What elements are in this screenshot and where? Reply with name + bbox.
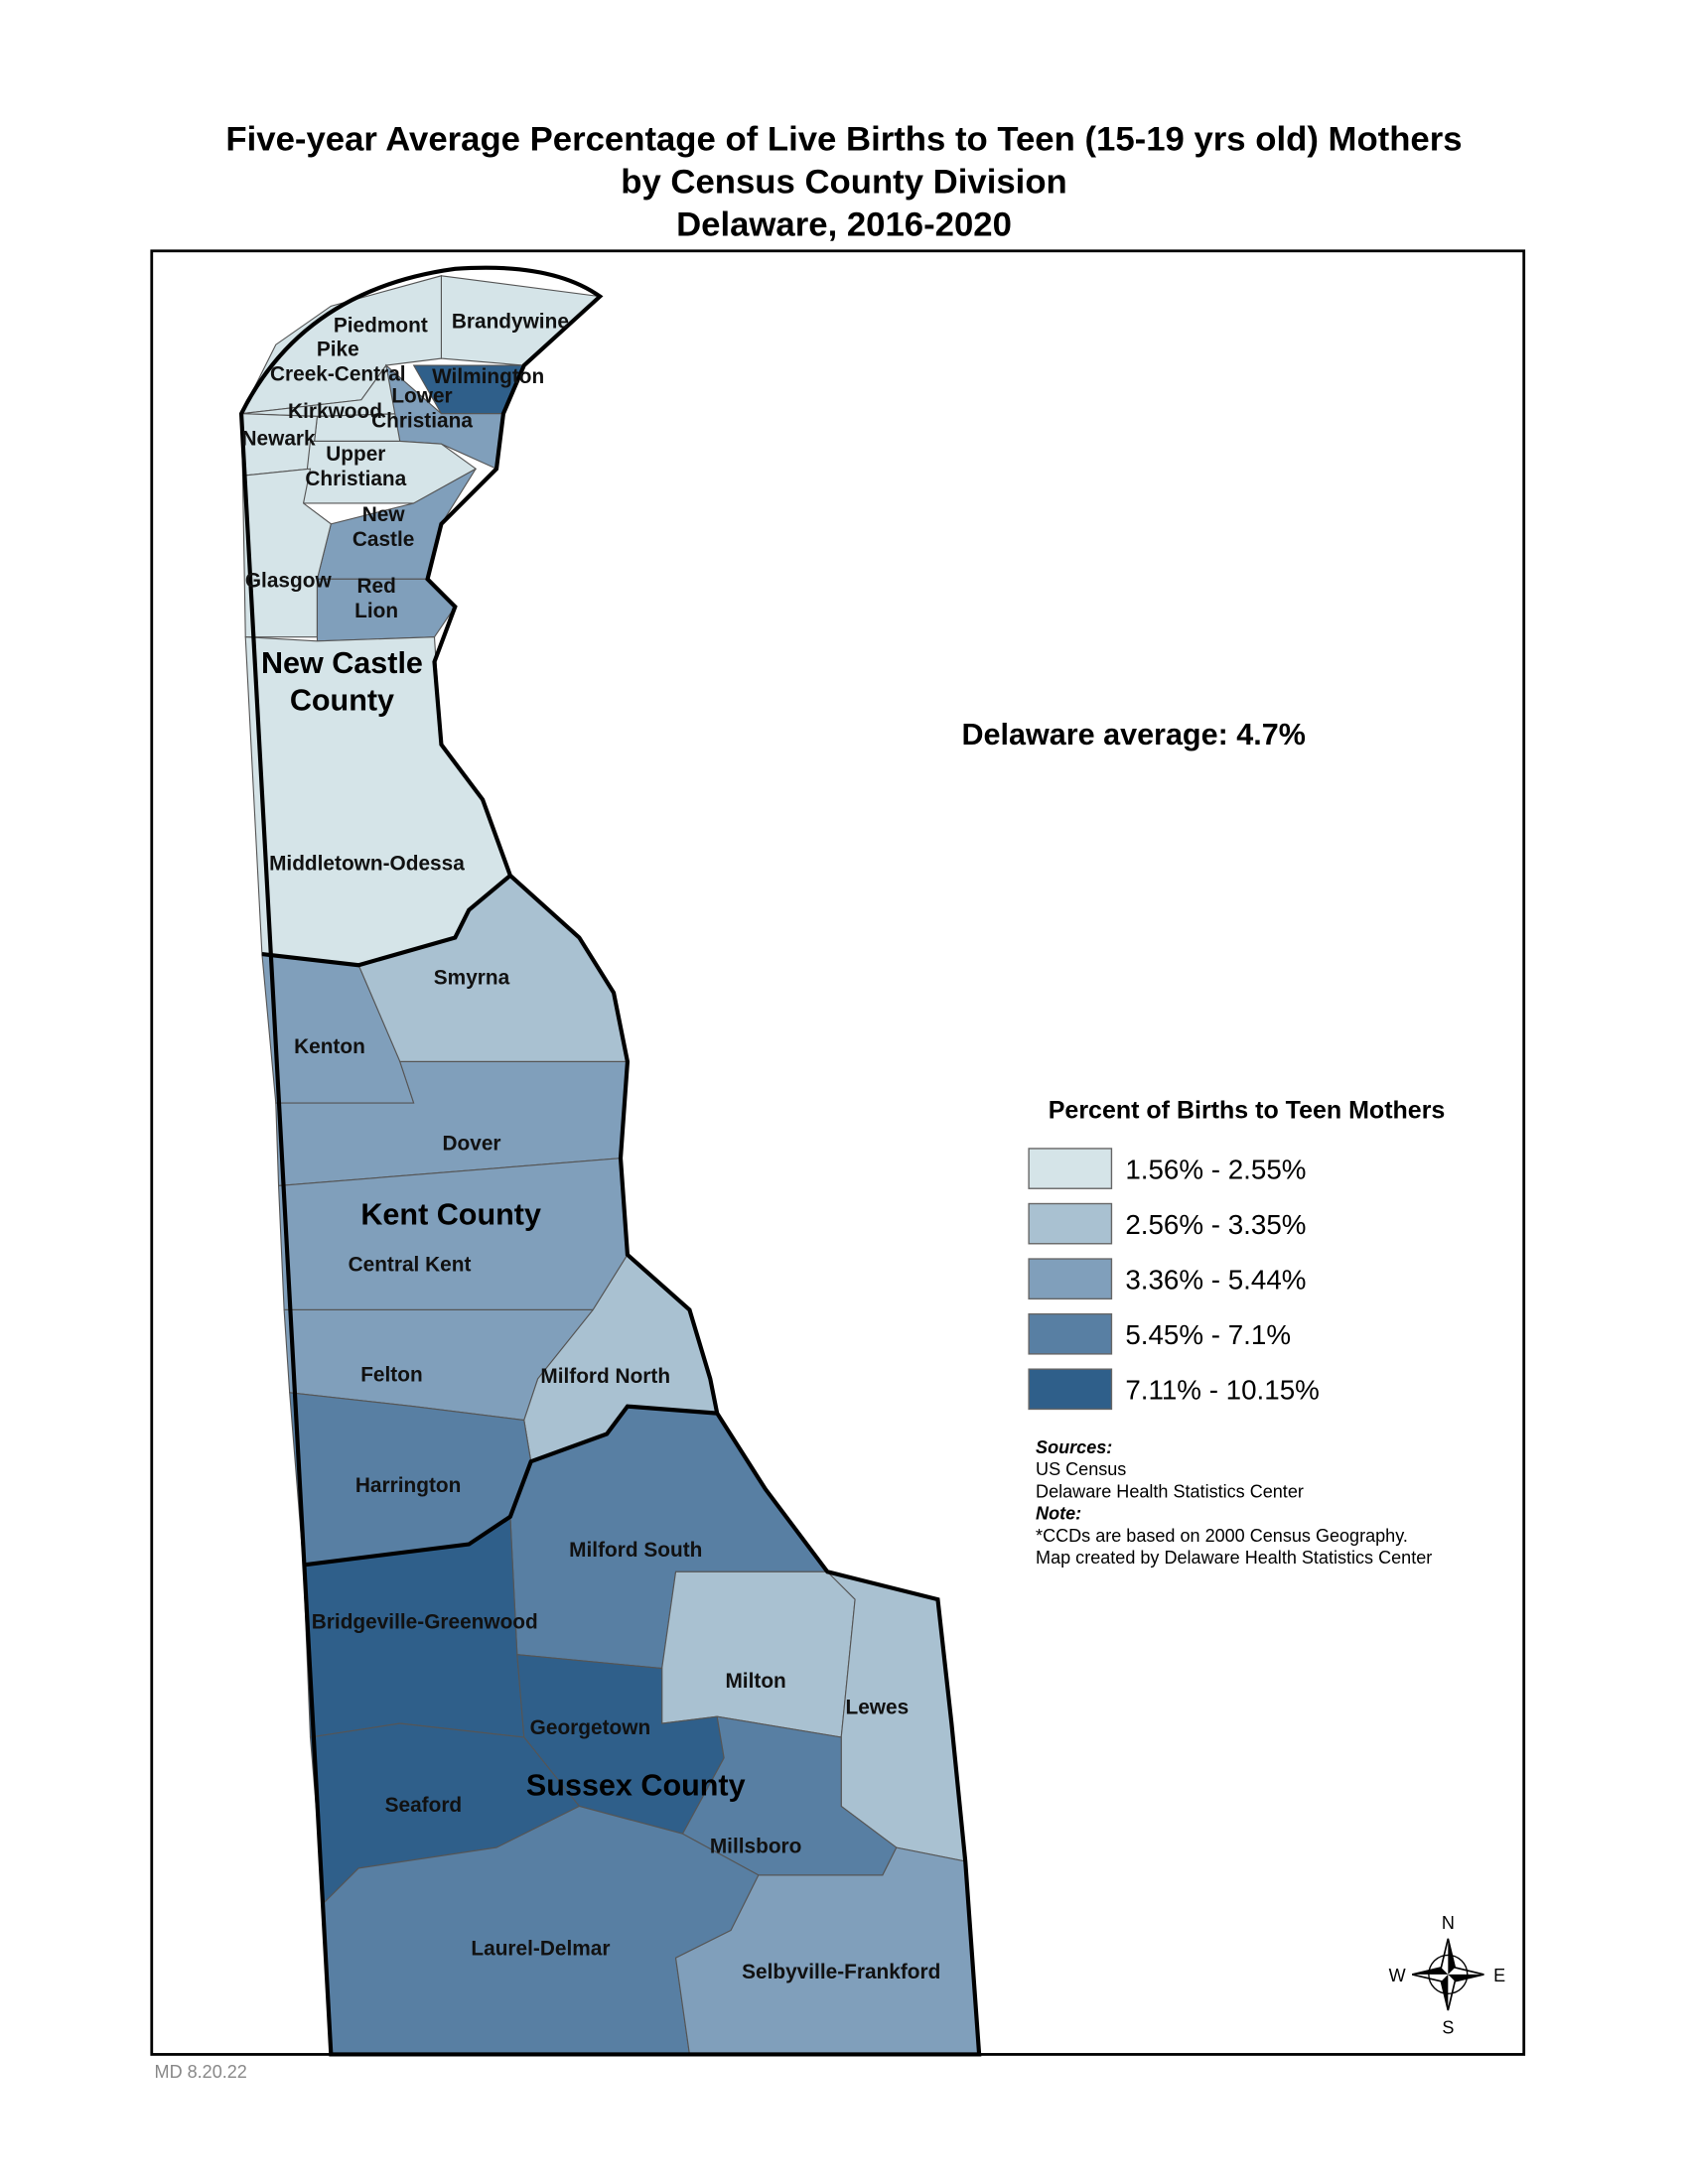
region-label: Dover	[442, 1132, 500, 1155]
region-label: Pike	[317, 338, 359, 360]
region-label: Christiana	[371, 410, 473, 433]
legend-swatch	[1028, 1312, 1113, 1355]
county-label: County	[290, 683, 394, 717]
region-label: Lewes	[845, 1696, 909, 1718]
region-label: Millsboro	[710, 1836, 802, 1858]
region-label: Christiana	[305, 468, 406, 490]
legend-label: 5.45% - 7.1%	[1125, 1319, 1291, 1350]
compass-star	[1412, 1967, 1449, 1975]
legend-title: Percent of Births to Teen Mothers	[1049, 1096, 1446, 1124]
region-label: Middletown-Odessa	[269, 852, 465, 875]
regions	[240, 275, 980, 2055]
region-label: Milton	[725, 1670, 785, 1693]
region	[316, 578, 457, 642]
compass-letter: E	[1493, 1966, 1505, 1985]
annotation: Delaware average: 4.7%	[961, 718, 1305, 751]
title-line: Five-year Average Percentage of Live Bir…	[225, 120, 1462, 158]
region-label: Lion	[354, 600, 398, 622]
compass-star	[1448, 1938, 1456, 1975]
region-label: Newark	[242, 428, 317, 451]
region-label: Wilmington	[432, 365, 544, 388]
compass-letter: W	[1389, 1966, 1406, 1985]
legend-label: 7.11% - 10.15%	[1125, 1375, 1320, 1406]
region-label: Upper	[326, 443, 385, 466]
note: Map created by Delaware Health Statistic…	[1036, 1548, 1432, 1568]
region-label: Felton	[360, 1364, 422, 1387]
region-label: Piedmont	[334, 315, 428, 338]
county-label: New Castle	[261, 646, 423, 680]
region-label: New	[362, 503, 406, 526]
region-label: Red	[356, 575, 395, 598]
region-label: Castle	[352, 528, 415, 551]
region-label: Brandywine	[452, 311, 569, 334]
region-label: Selbyville-Frankford	[742, 1961, 940, 1983]
county-label: Sussex County	[526, 1768, 746, 1802]
region-label: Central Kent	[349, 1254, 472, 1277]
region-label: Lower	[391, 385, 452, 408]
title-line: Delaware, 2016-2020	[676, 205, 1012, 243]
region-label: Creek-Central	[270, 362, 406, 385]
compass-letter: N	[1442, 1913, 1455, 1933]
note-heading: Note:	[1036, 1504, 1081, 1524]
legend-label: 1.56% - 2.55%	[1125, 1155, 1306, 1185]
source: Delaware Health Statistics Center	[1036, 1481, 1304, 1501]
state-outline	[238, 265, 982, 2057]
compass-letter: S	[1442, 2018, 1454, 2038]
region-label: Milford South	[569, 1539, 702, 1562]
compass: N S E W	[1389, 1913, 1506, 2038]
county-boundary	[261, 874, 718, 1568]
region-label: Seaford	[385, 1794, 463, 1817]
compass-ring	[1428, 1954, 1469, 1995]
legend-swatch	[1028, 1202, 1113, 1245]
legend-swatch	[1028, 1368, 1113, 1411]
county-label: Kent County	[360, 1197, 541, 1231]
legend-label: 2.56% - 3.35%	[1125, 1209, 1306, 1240]
region-label: Glasgow	[245, 570, 333, 593]
region-label: Laurel-Delmar	[471, 1937, 610, 1960]
legend-swatch	[1028, 1258, 1113, 1300]
sources-heading: Sources:	[1036, 1437, 1112, 1457]
note: *CCDs are based on 2000 Census Geography…	[1036, 1526, 1408, 1546]
source: US Census	[1036, 1459, 1126, 1479]
region-label: Bridgeville-Greenwood	[312, 1610, 538, 1633]
region-label: Milford North	[540, 1365, 670, 1388]
region-label: Georgetown	[530, 1716, 651, 1739]
compass-star	[1448, 1974, 1484, 1981]
legend-swatch	[1028, 1148, 1113, 1189]
region	[661, 1570, 856, 1738]
region-label: Smyrna	[434, 967, 510, 990]
legend-label: 3.36% - 5.44%	[1125, 1265, 1306, 1296]
footer: MD 8.20.22	[155, 2062, 247, 2082]
region	[241, 468, 332, 638]
region-label: Kenton	[294, 1035, 365, 1058]
region-label: Kirkwood	[288, 400, 382, 423]
region-label: Harrington	[355, 1474, 461, 1497]
title-line: by Census County Division	[621, 163, 1066, 201]
compass-star	[1441, 1974, 1449, 2010]
